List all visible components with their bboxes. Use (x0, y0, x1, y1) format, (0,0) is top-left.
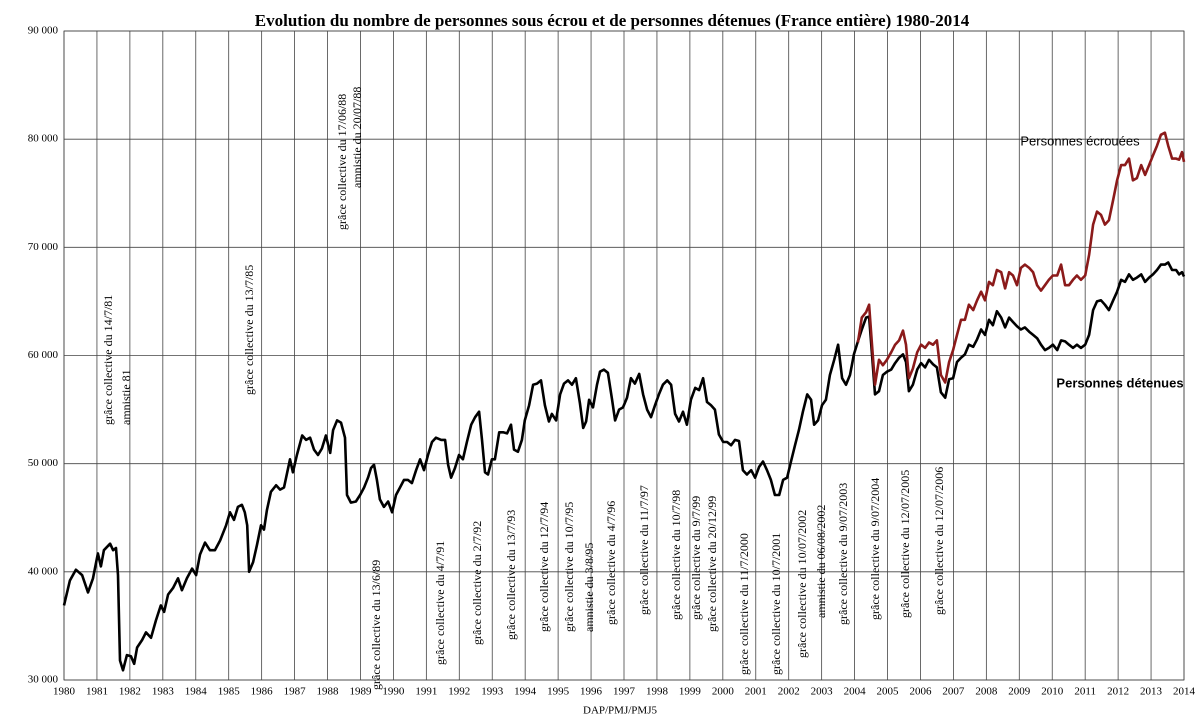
annotation: grâce collective du 11/7/97 (637, 485, 651, 615)
annotation: amnistie du 06/08/2002 (814, 505, 828, 618)
annotation: amnistie 81 (119, 369, 133, 425)
annotation: grâce collective du 17/06/88 (335, 94, 349, 230)
x-tick-label: 1983 (152, 686, 175, 698)
annotation: grâce collective du 9/07/2004 (868, 478, 882, 620)
x-tick-label: 1991 (415, 686, 437, 698)
annotation: grâce collective du 11/7/2000 (737, 533, 751, 675)
x-tick-label: 2003 (811, 686, 834, 698)
annotation: grâce collective du 20/12/99 (705, 496, 719, 632)
annotation: grâce collective du 10/7/95 (562, 502, 576, 632)
x-tick-label: 1984 (185, 686, 208, 698)
x-tick-label: 1981 (86, 686, 108, 698)
annotation: grâce collective du 13/7/93 (504, 510, 518, 640)
annotation: grâce collective du 4/7/91 (433, 541, 447, 665)
x-tick-label: 1989 (349, 686, 372, 698)
x-tick-label: 1982 (119, 686, 141, 698)
series-line (856, 131, 1186, 386)
plot-border (63, 30, 1185, 681)
annotation: grâce collective du 9/07/2003 (836, 483, 850, 625)
x-tick-label: 1993 (481, 686, 504, 698)
x-tick-label: 2006 (909, 686, 932, 698)
x-tick-label: 1985 (218, 686, 241, 698)
x-tick-label: 2007 (942, 686, 965, 698)
x-axis-label: DAP/PMJ/PMJ5 (583, 705, 657, 717)
x-tick-label: 2009 (1008, 686, 1031, 698)
x-tick-label: 2000 (712, 686, 735, 698)
series-line (62, 261, 1186, 672)
x-tick-label: 2004 (844, 686, 867, 698)
y-tick-label: 90 000 (28, 25, 59, 37)
x-tick-label: 2010 (1041, 686, 1064, 698)
x-tick-label: 1999 (679, 686, 702, 698)
x-tick-label: 1988 (317, 686, 340, 698)
y-tick-label: 40 000 (28, 565, 59, 577)
annotation: grâce collective du 10/7/2001 (769, 533, 783, 675)
annotation: grâce collective du 12/07/2005 (898, 470, 912, 618)
x-tick-label: 1990 (382, 686, 405, 698)
x-tick-label: 1994 (514, 686, 537, 698)
x-tick-label: 1986 (251, 686, 274, 698)
x-tick-label: 2013 (1140, 686, 1163, 698)
x-tick-label: 2014 (1173, 686, 1195, 698)
series-label: Personnes détenues (1056, 375, 1183, 390)
y-tick-label: 60 000 (28, 349, 59, 361)
annotation: amnistie du 3/8/95 (582, 543, 596, 632)
annotation: grâce collective du 14/7/81 (101, 295, 115, 425)
x-tick-label: 1996 (580, 686, 603, 698)
chart-title: Evolution du nombre de personnes sous éc… (255, 11, 970, 30)
annotation: grâce collective du 13/6/89 (369, 560, 383, 690)
annotation: grâce collective du 10/07/2002 (795, 510, 809, 658)
x-tick-label: 1995 (547, 686, 570, 698)
x-tick-label: 1998 (646, 686, 669, 698)
y-tick-label: 70 000 (28, 241, 59, 253)
annotation: grâce collective du 9/7/99 (689, 496, 703, 620)
annotation: amnistie du 20/07/88 (350, 87, 364, 188)
x-tick-label: 2001 (745, 686, 767, 698)
y-tick-label: 50 000 (28, 457, 59, 469)
annotation: grâce collective du 12/07/2006 (932, 467, 946, 615)
y-tick-label: 30 000 (28, 674, 59, 686)
x-tick-label: 1987 (284, 686, 307, 698)
annotation: grâce collective du 13/7/85 (242, 265, 256, 395)
x-tick-label: 2012 (1107, 686, 1129, 698)
x-tick-label: 2002 (778, 686, 800, 698)
x-tick-label: 2005 (877, 686, 900, 698)
annotation: grâce collective du 12/7/94 (537, 502, 551, 632)
x-tick-label: 2008 (975, 686, 998, 698)
x-tick-label: 2011 (1074, 686, 1096, 698)
annotation: grâce collective du 4/7/96 (604, 501, 618, 625)
series-label: Personnes écrouées (1020, 133, 1140, 148)
y-tick-label: 80 000 (28, 133, 59, 145)
x-tick-label: 1980 (53, 686, 76, 698)
annotation: grâce collective du 2/7/92 (470, 521, 484, 645)
x-tick-label: 1992 (448, 686, 470, 698)
annotation: grâce collective du 10/7/98 (669, 490, 683, 620)
x-tick-label: 1997 (613, 686, 636, 698)
